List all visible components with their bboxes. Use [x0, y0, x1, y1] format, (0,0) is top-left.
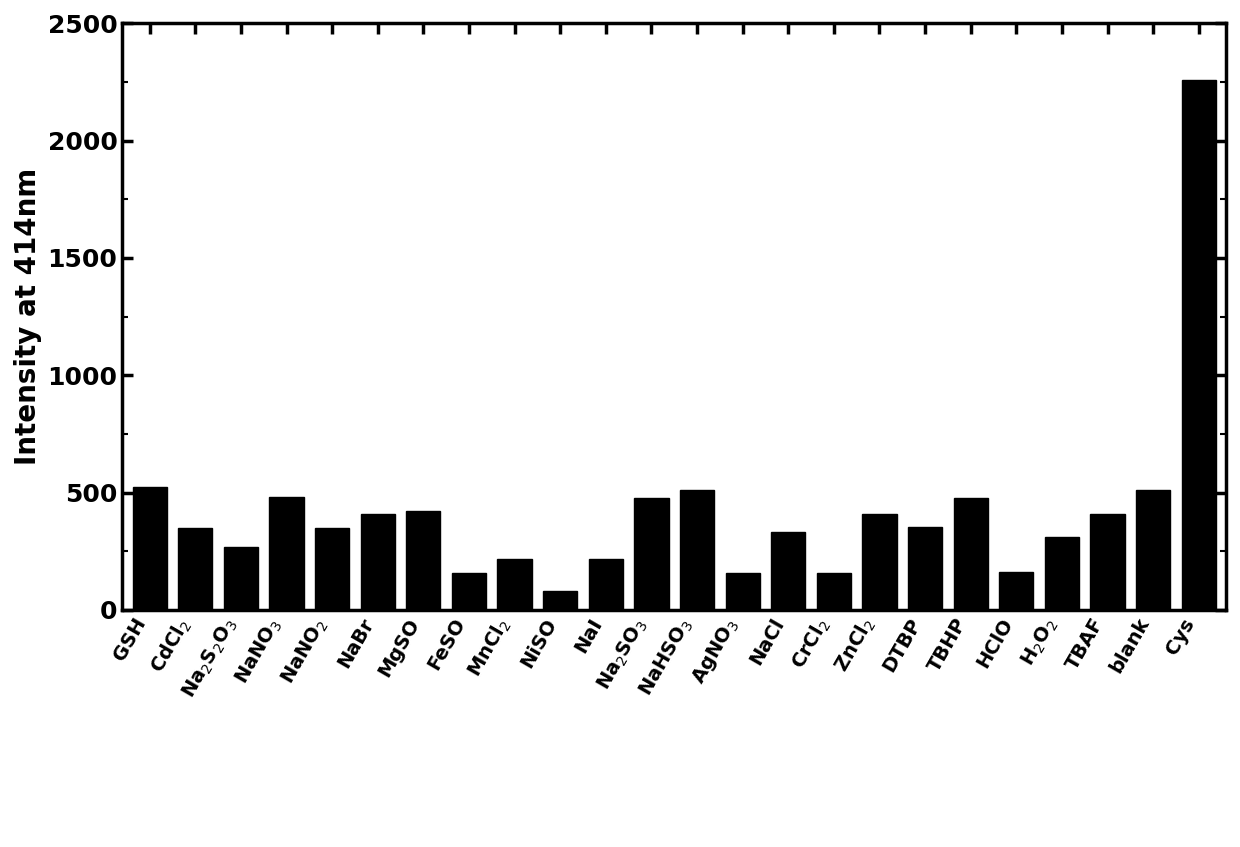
Bar	[315, 528, 350, 610]
Bar	[1182, 80, 1216, 610]
Bar	[589, 559, 622, 610]
Bar	[543, 591, 578, 610]
Bar	[817, 573, 851, 610]
Bar	[908, 527, 942, 610]
Bar	[361, 513, 394, 610]
Bar	[1090, 513, 1125, 610]
Bar	[497, 559, 532, 610]
Bar	[179, 528, 212, 610]
Bar	[407, 512, 440, 610]
Bar	[771, 533, 805, 610]
Bar	[635, 498, 668, 610]
Bar	[133, 487, 166, 610]
Bar	[1045, 537, 1079, 610]
Bar	[725, 573, 760, 610]
Bar	[680, 490, 714, 610]
Bar	[223, 546, 258, 610]
Y-axis label: Intensity at 414nm: Intensity at 414nm	[14, 168, 42, 465]
Bar	[999, 573, 1033, 610]
Bar	[451, 573, 486, 610]
Bar	[269, 497, 304, 610]
Bar	[862, 513, 897, 610]
Bar	[1136, 490, 1171, 610]
Bar	[954, 498, 988, 610]
